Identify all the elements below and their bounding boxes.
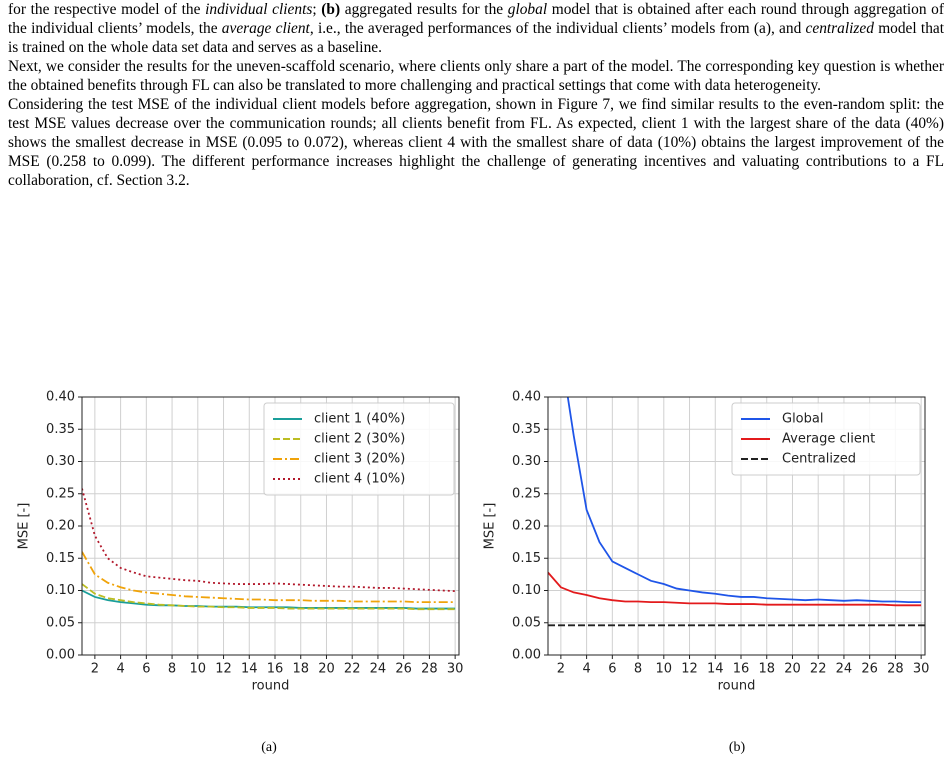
legend-label: client 2 (30%) — [314, 432, 405, 447]
x-tick-label: 26 — [395, 662, 412, 677]
y-tick-label: 0.15 — [46, 551, 75, 566]
series-line — [82, 589, 456, 610]
y-tick-label: 0.30 — [512, 454, 541, 469]
x-tick-label: 10 — [656, 662, 673, 677]
x-tick-label: 4 — [582, 662, 590, 677]
x-tick-label: 24 — [836, 662, 853, 677]
y-tick-label: 0.35 — [512, 422, 541, 437]
y-tick-label: 0.00 — [512, 648, 541, 663]
x-axis-label: round — [252, 679, 290, 694]
plot-area — [82, 488, 456, 611]
legend-box — [263, 402, 455, 496]
x-tick-label: 20 — [784, 662, 801, 677]
y-tick-label: 0.05 — [46, 615, 75, 630]
y-tick-label: 0.20 — [512, 519, 541, 534]
legend-label: client 3 (20%) — [314, 452, 405, 467]
y-tick-label: 0.30 — [46, 454, 75, 469]
x-tick-label: 24 — [370, 662, 387, 677]
legend-label: client 1 (40%) — [314, 412, 405, 427]
series-line — [566, 397, 922, 604]
paragraph: Next, we consider the results for the un… — [8, 58, 944, 94]
y-tick-label: 0.00 — [46, 648, 75, 663]
x-tick-label: 18 — [292, 662, 309, 677]
caption: (b) — [729, 740, 746, 755]
series-line — [548, 571, 922, 607]
series-line — [82, 551, 456, 604]
body-text: for the respective model of the individu… — [8, 0, 944, 190]
caption: (a) — [261, 740, 277, 755]
y-tick-label: 0.10 — [46, 583, 75, 598]
x-tick-label: 12 — [681, 662, 698, 677]
y-tick-label: 0.15 — [512, 551, 541, 566]
y-tick-label: 0.40 — [46, 390, 75, 405]
y-tick-label: 0.10 — [512, 583, 541, 598]
x-tick-label: 26 — [861, 662, 878, 677]
x-tick-label: 8 — [634, 662, 642, 677]
x-tick-label: 30 — [447, 662, 464, 677]
x-tick-label: 30 — [913, 662, 930, 677]
x-tick-label: 14 — [241, 662, 258, 677]
x-tick-label: 22 — [344, 662, 361, 677]
x-tick-label: 2 — [557, 662, 565, 677]
axes-frame — [81, 396, 460, 656]
y-tick-label: 0.25 — [512, 486, 541, 501]
x-tick-label: 2 — [91, 662, 99, 677]
axes-frame — [547, 396, 926, 656]
x-tick-label: 4 — [116, 662, 124, 677]
x-tick-label: 16 — [733, 662, 750, 677]
x-tick-label: 28 — [421, 662, 438, 677]
y-tick-label: 0.40 — [512, 390, 541, 405]
x-tick-label: 16 — [267, 662, 284, 677]
y-tick-label: 0.25 — [46, 486, 75, 501]
y-tick-label: 0.35 — [46, 422, 75, 437]
x-tick-label: 20 — [318, 662, 335, 677]
paragraph: for the respective model of the individu… — [8, 1, 945, 56]
x-tick-label: 6 — [142, 662, 150, 677]
y-axis-label: MSE [-] — [483, 503, 498, 550]
x-tick-label: 22 — [810, 662, 827, 677]
x-tick-label: 12 — [215, 662, 232, 677]
x-tick-label: 8 — [168, 662, 176, 677]
series-line — [82, 488, 456, 593]
paragraph: Considering the test MSE of the individu… — [8, 96, 944, 189]
x-tick-label: 10 — [190, 662, 207, 677]
x-tick-label: 6 — [608, 662, 616, 677]
legend-label: Global — [782, 412, 823, 427]
legend-label: Average client — [782, 432, 875, 447]
legend-box — [731, 402, 921, 476]
legend-label: Centralized — [782, 452, 856, 467]
x-tick-label: 18 — [758, 662, 775, 677]
plot-area — [548, 397, 925, 627]
y-tick-label: 0.05 — [512, 615, 541, 630]
x-tick-label: 14 — [707, 662, 724, 677]
x-tick-label: 28 — [887, 662, 904, 677]
x-axis-label: round — [718, 679, 756, 694]
legend-label: client 4 (10%) — [314, 472, 405, 487]
y-axis-label: MSE [-] — [17, 503, 32, 550]
series-line — [82, 583, 456, 611]
y-tick-label: 0.20 — [46, 519, 75, 534]
